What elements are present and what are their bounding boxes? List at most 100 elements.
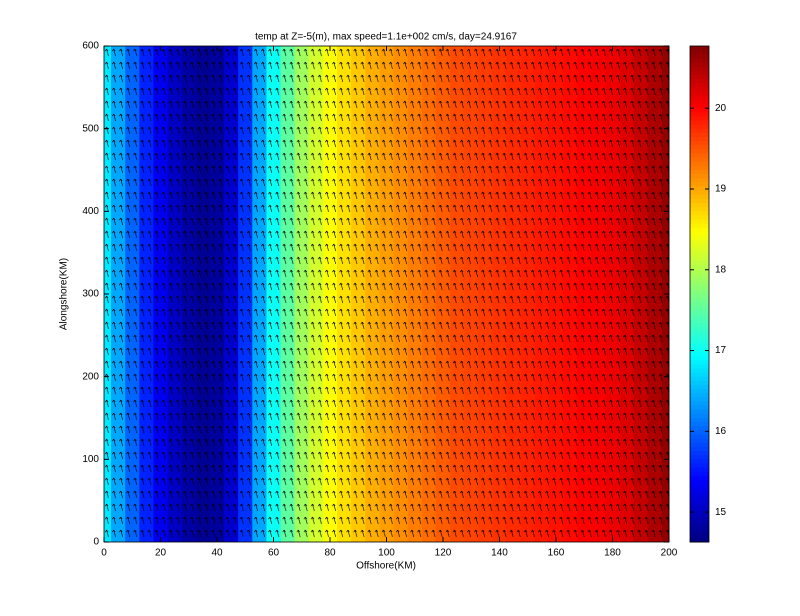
colorbar-strip xyxy=(690,178,709,183)
y-axis-label: Alongshore(KM) xyxy=(59,258,70,330)
x-tick-label: 160 xyxy=(548,548,565,559)
colorbar-strip xyxy=(690,62,709,68)
colorbar-strip xyxy=(690,451,709,456)
colorbar: 15 16 17 18 19 20 xyxy=(689,45,727,543)
colorbar-strip xyxy=(690,227,709,233)
colorbar-strip xyxy=(690,405,709,411)
colorbar-strip xyxy=(690,289,709,295)
colorbar-strip xyxy=(690,219,709,225)
colorbar-strip xyxy=(690,463,709,469)
x-tick-label: 80 xyxy=(324,548,336,559)
colorbar-strip xyxy=(690,492,709,498)
colorbar-strip xyxy=(690,446,709,452)
colorbar-strip xyxy=(690,190,709,196)
colorbar-strip xyxy=(690,430,709,436)
colorbar-strip xyxy=(690,46,709,51)
colorbar-strip xyxy=(690,232,709,237)
colorbar-strip xyxy=(690,401,709,407)
colorbar-strip xyxy=(690,327,709,332)
colorbar-strip xyxy=(690,467,709,473)
colorbar-strip xyxy=(690,145,709,150)
x-axis-label: Offshore(KM) xyxy=(356,561,416,572)
colorbar-strip xyxy=(690,269,709,274)
colorbar-strip xyxy=(690,529,709,535)
colorbar-strip xyxy=(690,314,709,320)
y-tick-label: 200 xyxy=(82,371,99,382)
colorbar-strip xyxy=(690,103,709,109)
colorbar-strip xyxy=(690,203,709,208)
colorbar-strip xyxy=(690,306,709,312)
colorbar-strip xyxy=(690,198,709,204)
y-tick-label: 500 xyxy=(82,123,99,134)
colorbar-tick-label: 18 xyxy=(715,264,727,275)
colorbar-strip xyxy=(690,294,709,299)
colorbar-strip xyxy=(690,124,709,130)
colorbar-strip xyxy=(690,194,709,200)
colorbar-strip xyxy=(690,149,709,154)
colorbar-strip xyxy=(690,484,709,489)
colorbar-strip xyxy=(690,413,709,419)
colorbar-strip xyxy=(690,116,709,121)
colorbar-strip xyxy=(690,537,709,543)
colorbar-strip xyxy=(690,298,709,303)
colorbar-strip xyxy=(690,409,709,415)
colorbar-strip xyxy=(690,58,709,64)
colorbar-strip xyxy=(690,364,709,369)
colorbar-tick-label: 16 xyxy=(715,426,727,437)
colorbar-strip xyxy=(690,302,709,307)
colorbar-frame xyxy=(689,45,710,543)
colorbar-strip xyxy=(690,508,709,514)
colorbar-strip xyxy=(690,422,709,427)
colorbar-strip xyxy=(690,165,709,171)
colorbar-strip xyxy=(690,442,709,448)
colorbar-strip xyxy=(690,99,709,105)
colorbar-strip xyxy=(690,87,709,92)
colorbar-strip xyxy=(690,95,709,101)
colorbar-strip xyxy=(690,351,709,357)
colorbar-strip xyxy=(690,141,709,146)
colorbar-strip xyxy=(690,322,709,328)
colorbar-strip xyxy=(690,347,709,353)
colorbar-strip xyxy=(690,389,709,394)
colorbar-strip xyxy=(690,277,709,283)
colorbar-strip xyxy=(690,174,709,179)
colorbar-strip xyxy=(690,170,709,175)
colorbar-strip xyxy=(690,50,709,55)
colorbar-tick-label: 17 xyxy=(715,345,727,356)
colorbar-strip xyxy=(690,525,709,531)
colorbar-strip xyxy=(690,488,709,493)
colorbar-strip xyxy=(690,426,709,431)
colorbar-strip xyxy=(690,343,709,349)
colorbar-strip xyxy=(690,153,709,159)
y-tick-label: 300 xyxy=(82,289,99,300)
colorbar-strip xyxy=(690,83,709,88)
colorbar-strip xyxy=(690,157,709,163)
x-tick-label: 60 xyxy=(268,548,280,559)
colorbar-strip xyxy=(690,521,709,526)
colorbar-strip xyxy=(690,66,709,72)
colorbar-strip xyxy=(690,504,709,510)
colorbar-strip xyxy=(690,397,709,402)
x-tick-label: 100 xyxy=(378,548,395,559)
colorbar-strip xyxy=(690,252,709,258)
colorbar-strip xyxy=(690,335,709,340)
colorbar-strip xyxy=(690,434,709,440)
x-tick-label: 0 xyxy=(101,548,107,559)
colorbar-strip xyxy=(690,339,709,345)
colorbar-strip xyxy=(690,223,709,229)
colorbar-strip xyxy=(690,186,709,192)
colorbar-strip xyxy=(690,455,709,460)
colorbar-strip xyxy=(690,128,709,134)
colorbar-strip xyxy=(690,471,709,477)
colorbar-strip xyxy=(690,182,709,188)
colorbar-strip xyxy=(690,380,709,386)
x-tick-label: 140 xyxy=(491,548,508,559)
x-tick-label: 40 xyxy=(211,548,223,559)
colorbar-strip xyxy=(690,356,709,361)
colorbar-strip xyxy=(690,54,709,59)
colorbar-strip xyxy=(690,368,709,374)
colorbar-strip xyxy=(690,384,709,390)
colorbar-strip xyxy=(690,256,709,262)
y-tick-label: 0 xyxy=(93,537,99,548)
